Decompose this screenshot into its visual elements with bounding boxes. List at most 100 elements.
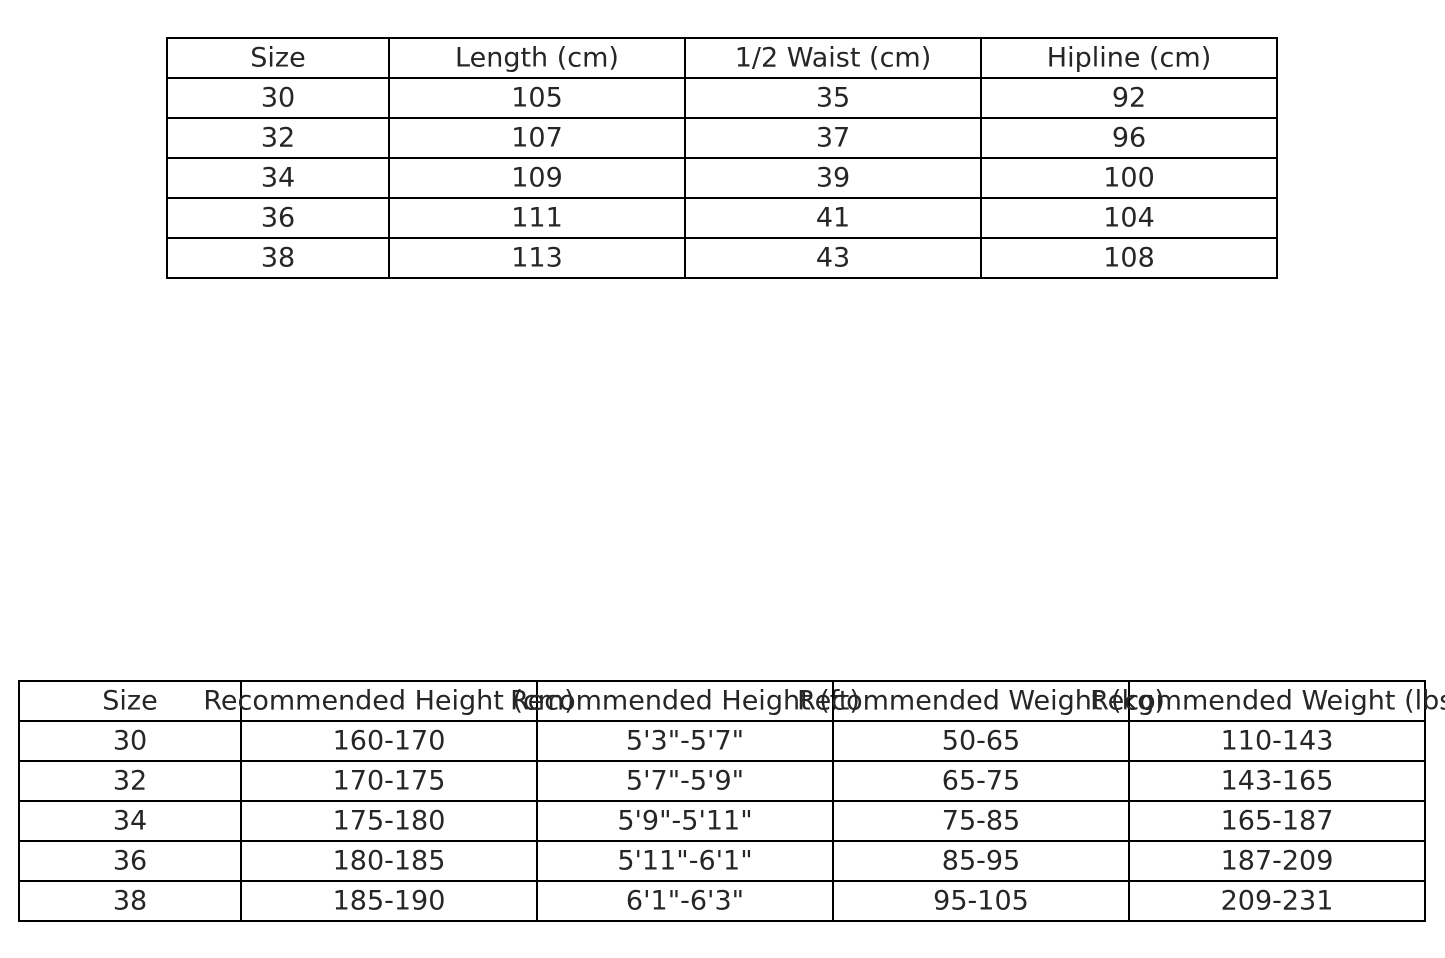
- cell-value: 32: [112, 765, 148, 797]
- cell-value: 30: [260, 82, 296, 114]
- cell-value: 50-65: [941, 725, 1021, 757]
- cell-value: 209-231: [1220, 885, 1334, 917]
- table-cell: 95-105: [832, 880, 1130, 922]
- table-cell: 36: [18, 840, 242, 882]
- table-cell: 85-95: [832, 840, 1130, 882]
- cell-value: 100: [1103, 162, 1155, 194]
- cell-value: 96: [1111, 122, 1147, 154]
- header-cell: Recommended Height (cm): [203, 680, 575, 722]
- header-cell: Recommended Weight (lbs): [1090, 680, 1445, 722]
- cell-value: 36: [260, 202, 296, 234]
- cell-value: 170-175: [332, 765, 446, 797]
- cell-value: 92: [1111, 82, 1147, 114]
- table-cell: 187-209: [1128, 840, 1426, 882]
- table-cell: 105: [388, 77, 686, 119]
- column-header: 1/2 Waist (cm): [734, 42, 932, 74]
- cell-value: 187-209: [1220, 845, 1334, 877]
- table-cell: 100: [980, 157, 1278, 199]
- table-cell: 37: [684, 117, 982, 159]
- cell-value: 180-185: [332, 845, 446, 877]
- table-cell: 30: [18, 720, 242, 762]
- cell-value: 34: [260, 162, 296, 194]
- cell-value: 5'11"-6'1": [617, 845, 753, 877]
- cell-value: 165-187: [1220, 805, 1334, 837]
- table-cell: 113: [388, 237, 686, 279]
- table-cell: 41: [684, 197, 982, 239]
- header-cell: Size: [166, 37, 390, 79]
- table-cell: 38: [18, 880, 242, 922]
- table-cell: 32: [166, 117, 390, 159]
- table-cell: 34: [18, 800, 242, 842]
- cell-value: 111: [511, 202, 563, 234]
- table-cell: 75-85: [832, 800, 1130, 842]
- cell-value: 105: [511, 82, 563, 114]
- table-cell: 107: [388, 117, 686, 159]
- cell-value: 37: [815, 122, 851, 154]
- column-header: Recommended Weight (lbs): [1090, 685, 1445, 717]
- cell-value: 35: [815, 82, 851, 114]
- table-cell: 65-75: [832, 760, 1130, 802]
- column-header: Hipline (cm): [1046, 42, 1212, 74]
- table-cell: 175-180: [240, 800, 538, 842]
- table-cell: 185-190: [240, 880, 538, 922]
- cell-value: 95-105: [933, 885, 1029, 917]
- table-cell: 5'3"-5'7": [536, 720, 834, 762]
- cell-value: 143-165: [1220, 765, 1334, 797]
- column-header: Size: [102, 685, 158, 717]
- column-header: Recommended Weight (kg): [797, 685, 1165, 717]
- cell-value: 6'1"-6'3": [625, 885, 745, 917]
- cell-value: 5'9"-5'11": [617, 805, 753, 837]
- header-cell: 1/2 Waist (cm): [684, 37, 982, 79]
- table-cell: 111: [388, 197, 686, 239]
- cell-value: 75-85: [941, 805, 1021, 837]
- cell-value: 175-180: [332, 805, 446, 837]
- cell-value: 110-143: [1220, 725, 1334, 757]
- cell-value: 104: [1103, 202, 1155, 234]
- column-header: Recommended Height (ft): [510, 685, 860, 717]
- cell-value: 41: [815, 202, 851, 234]
- table-cell: 96: [980, 117, 1278, 159]
- header-cell: Hipline (cm): [980, 37, 1278, 79]
- table-cell: 6'1"-6'3": [536, 880, 834, 922]
- cell-value: 39: [815, 162, 851, 194]
- cell-value: 185-190: [332, 885, 446, 917]
- cell-value: 34: [112, 805, 148, 837]
- cell-value: 38: [260, 242, 296, 274]
- table-cell: 34: [166, 157, 390, 199]
- table-cell: 160-170: [240, 720, 538, 762]
- cell-value: 38: [112, 885, 148, 917]
- table-cell: 36: [166, 197, 390, 239]
- cell-value: 30: [112, 725, 148, 757]
- table-cell: 5'7"-5'9": [536, 760, 834, 802]
- table-cell: 43: [684, 237, 982, 279]
- cell-value: 160-170: [332, 725, 446, 757]
- cell-value: 108: [1103, 242, 1155, 274]
- cell-value: 113: [511, 242, 563, 274]
- column-header: Size: [250, 42, 306, 74]
- cell-value: 107: [511, 122, 563, 154]
- table-cell: 5'11"-6'1": [536, 840, 834, 882]
- cell-value: 32: [260, 122, 296, 154]
- cell-value: 36: [112, 845, 148, 877]
- table-cell: 30: [166, 77, 390, 119]
- header-cell: Length (cm): [388, 37, 686, 79]
- cell-value: 43: [815, 242, 851, 274]
- table-cell: 110-143: [1128, 720, 1426, 762]
- table-cell: 109: [388, 157, 686, 199]
- table-cell: 143-165: [1128, 760, 1426, 802]
- table-cell: 32: [18, 760, 242, 802]
- table-cell: 5'9"-5'11": [536, 800, 834, 842]
- table-cell: 50-65: [832, 720, 1130, 762]
- table-cell: 165-187: [1128, 800, 1426, 842]
- table-cell: 92: [980, 77, 1278, 119]
- table-cell: 170-175: [240, 760, 538, 802]
- table-cell: 209-231: [1128, 880, 1426, 922]
- table-cell: 104: [980, 197, 1278, 239]
- cell-value: 85-95: [941, 845, 1021, 877]
- column-header: Length (cm): [455, 42, 619, 74]
- table-cell: 108: [980, 237, 1278, 279]
- cell-value: 109: [511, 162, 563, 194]
- table-cell: 39: [684, 157, 982, 199]
- table-cell: 35: [684, 77, 982, 119]
- table-cell: 38: [166, 237, 390, 279]
